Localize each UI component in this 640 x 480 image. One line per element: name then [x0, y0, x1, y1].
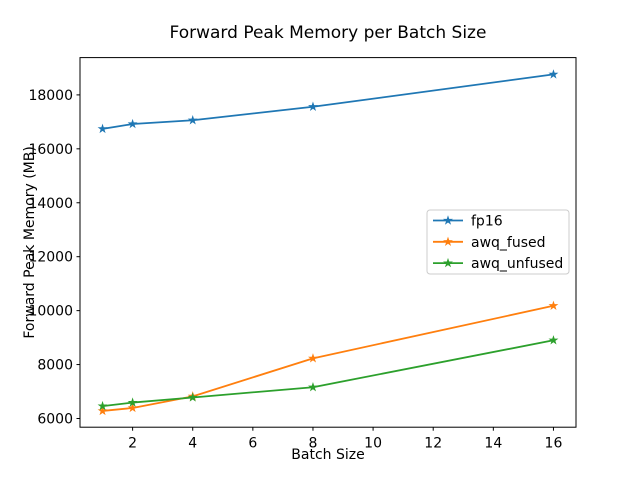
data-point-awq_unfused — [127, 397, 138, 407]
data-point-fp16 — [308, 101, 318, 111]
x-tick-label: 4 — [188, 436, 197, 452]
x-tick-label: 16 — [545, 436, 563, 452]
plot-area: 2 4 6 8 10 12 14 16 6000 8000 10000 12000 14000 16000… — [28, 57, 577, 452]
data-point-awq_fused — [308, 353, 318, 363]
legend-label-awq_fused: awq_fused — [471, 235, 546, 251]
data-point-fp16 — [548, 69, 559, 79]
data-point-awq_unfused — [187, 392, 198, 402]
legend-marker-fp16 — [443, 215, 453, 225]
y-tick-label: 8000 — [37, 358, 73, 374]
x-axis-label: Batch Size — [291, 447, 364, 463]
series-line-awq_fused — [102, 304, 554, 412]
y-tick-label: 14000 — [28, 196, 73, 212]
x-tick-label: 12 — [424, 436, 442, 452]
data-point-awq_fused — [548, 300, 559, 310]
data-point-awq_unfused — [308, 382, 318, 392]
legend: fp16 awq_fused awq_unfused — [426, 209, 570, 275]
data-point-awq_unfused — [97, 400, 108, 411]
legend-marker-awq_unfused — [443, 257, 453, 268]
series-line-awq_unfused — [102, 339, 554, 407]
series-line-fp16 — [102, 73, 554, 130]
x-tick-label: 2 — [128, 436, 137, 452]
data-point-awq_fused — [97, 405, 108, 416]
y-tick-label: 6000 — [37, 411, 73, 427]
y-axis-label: Forward Peak Memory (MB) — [22, 146, 38, 338]
x-tick-label: 14 — [484, 436, 502, 452]
data-point-fp16 — [97, 123, 108, 134]
chart-title: Forward Peak Memory per Batch Size — [170, 23, 487, 43]
x-tick-label: 8 — [309, 436, 318, 452]
y-tick-label: 10000 — [28, 304, 73, 320]
data-point-fp16 — [187, 115, 198, 125]
legend-label-awq_unfused: awq_unfused — [471, 256, 563, 272]
x-tick-label: 10 — [364, 436, 382, 452]
data-point-awq_unfused — [548, 335, 559, 345]
y-tick-label: 12000 — [28, 250, 73, 266]
legend-marker-awq_fused — [443, 236, 453, 247]
plot-frame — [79, 57, 577, 428]
y-tick-label: 18000 — [28, 88, 73, 104]
data-point-fp16 — [127, 118, 138, 129]
x-tick-label: 6 — [248, 436, 257, 452]
data-point-awq_fused — [127, 402, 138, 413]
y-tick-label: 16000 — [28, 142, 73, 158]
legend-label-fp16: fp16 — [471, 214, 503, 230]
legend-box — [426, 209, 570, 275]
